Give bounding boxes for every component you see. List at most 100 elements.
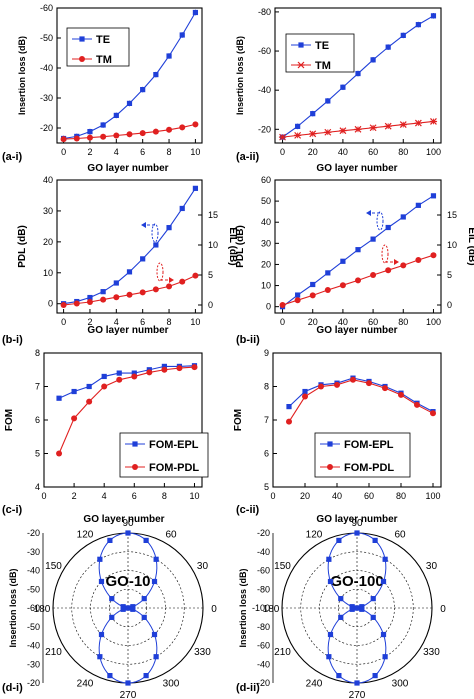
legend-box (66, 27, 130, 67)
y-tick-label: 40 (43, 175, 53, 185)
panel-label: (c-i) (2, 504, 23, 516)
y-tick-label: -30 (40, 93, 53, 103)
polar-data-point (336, 672, 342, 679)
data-point (166, 225, 172, 231)
y-tick-label: 0 (48, 299, 53, 309)
y2-tick-label: 5 (208, 270, 213, 280)
angle-label: 30 (426, 561, 438, 572)
x-tick-label: 2 (87, 147, 92, 157)
data-point (398, 391, 404, 398)
data-point (429, 118, 438, 125)
x-tick-label: 20 (308, 147, 318, 157)
polar-data-point (354, 680, 360, 686)
data-point (415, 257, 422, 263)
x-axis-label: GO layer number (316, 163, 397, 174)
data-point (430, 252, 437, 259)
data-point (400, 214, 406, 220)
polar-data-point (326, 654, 332, 660)
x-tick-label: 10 (190, 147, 200, 157)
polar-data-point (97, 654, 103, 660)
data-point (355, 70, 361, 77)
angle-label: 240 (306, 678, 323, 689)
y-axis-label: Insertion loss (dB) (235, 36, 245, 115)
plot-frame (274, 7, 442, 144)
data-point (324, 128, 332, 136)
x-tick-label: 8 (162, 491, 167, 501)
legend-entry: TM (96, 54, 112, 66)
pdl-arrowhead (366, 210, 371, 216)
data-point (385, 224, 391, 231)
chart-c-ii: 0 20 40 60 80 100 5 6 7 8 9 GO layer number FOM (c-ii… (233, 348, 442, 525)
angle-label: 0 (211, 604, 217, 615)
angle-label: 120 (77, 530, 94, 541)
angle-label: 90 (351, 518, 363, 529)
polar-data-point (125, 680, 131, 686)
x-tick-label: 8 (167, 317, 172, 327)
polar-data-point (327, 631, 334, 638)
x-axis-label: GO layer number (316, 514, 397, 525)
radial-tick-label: -50 (27, 584, 40, 594)
y-tick-label: 6 (264, 449, 269, 459)
x-tick-label: 60 (368, 317, 378, 327)
radial-tick-label: -30 (27, 547, 40, 557)
x-tick-label: 2 (87, 317, 92, 327)
y-tick-label: 20 (261, 259, 271, 269)
data-point (113, 294, 120, 301)
data-point (73, 300, 80, 307)
y2-tick-label: 0 (208, 300, 213, 310)
y-tick-label: 5 (264, 482, 269, 492)
data-point (309, 292, 316, 299)
data-point (179, 278, 186, 285)
x-tick-label: 4 (114, 147, 119, 157)
x-tick-label: 0 (61, 147, 66, 157)
polar-data-point (349, 606, 355, 612)
polar-ring (71, 551, 185, 665)
polar-data-point (120, 604, 126, 610)
series-line-FOM-EPL (288, 377, 434, 413)
data-point (334, 381, 340, 388)
legend-entry: TM (315, 60, 331, 72)
y2-axis-label: EIL (dB) (227, 227, 238, 265)
x-tick-label: 100 (426, 147, 441, 157)
legend-entry: FOM-EPL (344, 439, 394, 451)
angle-label: 0 (440, 604, 446, 615)
polar-data-point (354, 605, 360, 611)
x-axis-label: GO layer number (316, 325, 397, 336)
y2-tick-label: 10 (447, 240, 457, 250)
pdl-marker-ellipse (376, 211, 384, 231)
polar-data-point (380, 631, 387, 638)
polar-data-point (354, 530, 360, 536)
angle-label: 120 (306, 530, 323, 541)
legend-marker (79, 36, 85, 42)
data-point (126, 269, 133, 275)
data-point (56, 450, 63, 457)
polar-data-point (380, 578, 387, 585)
radial-tick-label: -40 (27, 641, 40, 651)
data-point (166, 126, 173, 133)
data-point (140, 87, 146, 93)
legend-entry: FOM-PDL (149, 462, 199, 474)
data-point (339, 127, 347, 135)
data-point (100, 296, 107, 303)
angle-label: 210 (45, 647, 62, 658)
y-tick-label: 30 (261, 238, 271, 248)
y-tick-label: -60 (258, 46, 271, 56)
data-point (350, 376, 356, 383)
x-tick-label: 0 (41, 491, 46, 501)
data-point (101, 383, 108, 390)
y-tick-label: -60 (40, 3, 53, 13)
x-tick-label: 6 (140, 147, 145, 157)
polar-data-point (382, 556, 388, 562)
radial-tick-label: -100 (252, 603, 270, 613)
data-point (294, 131, 302, 139)
data-point (295, 123, 301, 129)
x-tick-label: 8 (167, 147, 172, 157)
angle-label: 90 (122, 518, 134, 529)
data-point (430, 410, 436, 417)
x-tick-label: 0 (280, 147, 285, 157)
legend-entry: TE (315, 40, 329, 52)
chart-c-i: 0 2 4 6 8 10 4 5 6 7 8 GO layer number FOM (c-i) FOM-E… (2, 348, 209, 525)
data-point (116, 376, 123, 383)
data-point (140, 256, 146, 262)
polar-data-point (370, 596, 376, 602)
